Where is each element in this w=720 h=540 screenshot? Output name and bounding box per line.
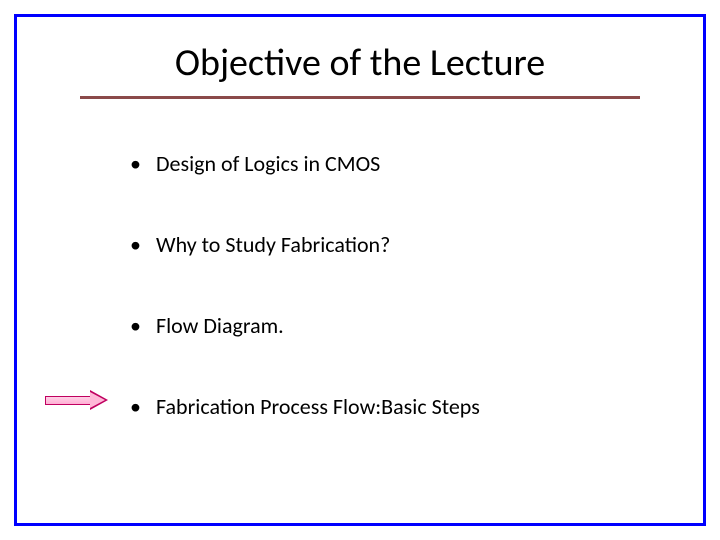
bullet-item: Flow Diagram.	[130, 312, 650, 339]
arrow-head-fill	[90, 392, 105, 408]
title-underline	[80, 96, 640, 99]
bullet-item: Fabrication Process Flow:Basic Steps	[130, 393, 650, 420]
arrow-shaft	[45, 396, 90, 405]
bullet-item: Design of Logics in CMOS	[130, 150, 650, 177]
bullet-item: Why to Study Fabrication?	[130, 231, 650, 258]
bullet-list: Design of Logics in CMOS Why to Study Fa…	[130, 150, 650, 474]
slide-title: Objective of the Lecture	[0, 40, 720, 86]
